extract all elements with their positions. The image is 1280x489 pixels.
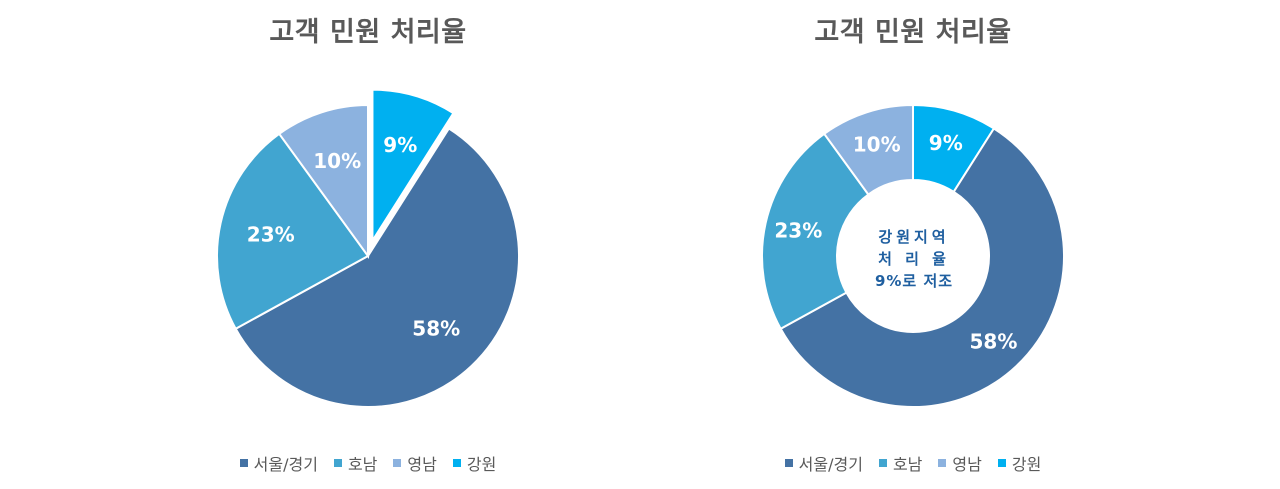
legend-label: 강원: [1011, 455, 1042, 474]
legend-label: 강원: [466, 455, 497, 474]
slice-1: [234, 127, 520, 408]
chart-legend: 서울/경기 호남 영남 강원: [158, 451, 578, 475]
legend-label: 호남: [347, 455, 378, 474]
donut-center-note: 강원지역 처 리 율 9%로 저조: [839, 226, 989, 292]
slice-value-label: 23%: [247, 222, 295, 246]
legend-label: 서울/경기: [253, 455, 318, 474]
slice-value-label: 9%: [383, 133, 417, 157]
center-note-line: 강원지역: [878, 228, 950, 246]
slice-value-label: 10%: [313, 149, 361, 173]
slice-value-label: 58%: [969, 330, 1017, 354]
legend-label: 호남: [892, 455, 923, 474]
legend-label: 영남: [407, 455, 437, 474]
legend-swatch: [239, 459, 248, 467]
center-note-line: 처 리 율: [878, 250, 950, 268]
legend-item: 호남: [878, 451, 923, 475]
legend-item: 강원: [452, 451, 497, 475]
slice-1: [779, 127, 1065, 408]
slice-4: [371, 88, 455, 245]
chart-title: 고객 민원 처리율: [269, 17, 467, 48]
chart-legend: 서울/경기 호남 영남 강원: [703, 451, 1123, 475]
slice-value-label: 9%: [929, 131, 963, 155]
donut-chart-panel: 고객 민원 처리율 9% 58% 23% 10% 강원지역 처 리 율 9%로 저조 …: [703, 0, 1123, 489]
slice-3: [277, 103, 369, 260]
slice-2: [761, 132, 870, 331]
slice-3: [822, 103, 914, 196]
legend-swatch: [452, 459, 461, 467]
chart-title: 고객 민원 처리율: [814, 17, 1012, 48]
donut-hole: [837, 180, 989, 332]
center-note-line: 9%로 저조: [874, 272, 954, 290]
legend-item: 호남: [333, 451, 378, 475]
legend-item: 서울/경기: [784, 451, 863, 475]
slice-value-label: 10%: [853, 132, 901, 156]
legend-swatch: [333, 459, 342, 467]
legend-swatch: [938, 459, 947, 467]
slice-value-label: 23%: [774, 218, 822, 242]
legend-item: 영남: [393, 451, 437, 475]
legend-label: 영남: [952, 455, 982, 474]
pie-chart: 9% 58% 23% 10%: [216, 88, 520, 408]
legend-item: 강원: [997, 451, 1042, 475]
pie-chart-panel: 고객 민원 처리율 9% 58% 23% 10% 서울/경기 호남 영남 강원: [158, 0, 578, 489]
slice-2: [216, 132, 370, 331]
legend-swatch: [997, 459, 1006, 467]
legend-swatch: [784, 459, 793, 467]
legend-swatch: [878, 459, 887, 467]
legend-item: 서울/경기: [239, 451, 318, 475]
slice-value-label: 58%: [412, 317, 460, 341]
legend-item: 영남: [938, 451, 982, 475]
donut-chart: 9% 58% 23% 10%: [761, 103, 1065, 408]
legend-label: 서울/경기: [798, 455, 863, 474]
legend-swatch: [393, 459, 402, 467]
